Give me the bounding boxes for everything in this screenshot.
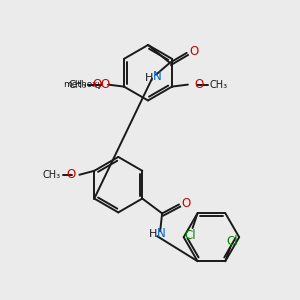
Text: H: H [149,229,158,239]
Text: Cl: Cl [185,230,197,242]
Text: O: O [181,197,190,210]
Text: Cl: Cl [226,235,238,248]
Text: CH₃: CH₃ [68,80,86,90]
Text: O: O [195,78,204,91]
Text: O: O [100,78,110,91]
Text: O: O [189,45,198,58]
Text: O: O [66,168,75,181]
Text: CH₃: CH₃ [210,80,228,90]
Text: N: N [157,227,166,240]
Text: N: N [153,70,161,83]
Text: CH₃: CH₃ [43,170,61,180]
Text: H: H [145,73,153,83]
Text: methoxy: methoxy [64,80,103,89]
Text: O: O [92,78,101,91]
